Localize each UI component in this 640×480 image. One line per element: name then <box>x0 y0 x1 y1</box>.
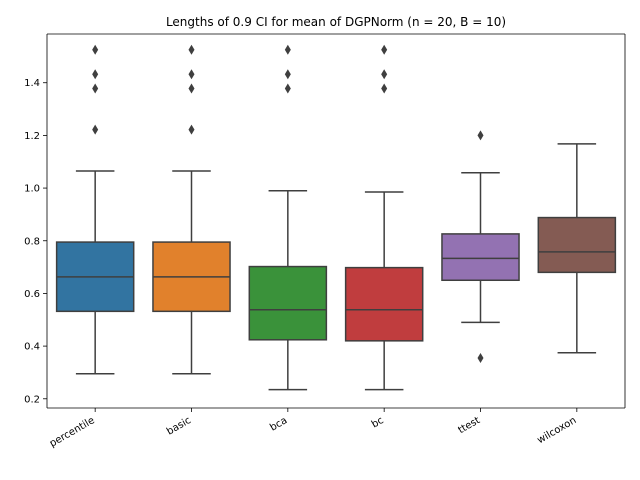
box-iqr <box>441 233 520 282</box>
outlier-point <box>381 69 388 80</box>
outlier-point <box>284 69 291 80</box>
box-group-basic <box>152 44 231 375</box>
outlier-point <box>381 83 388 94</box>
outlier-point <box>92 44 99 55</box>
outlier-point <box>188 69 195 80</box>
y-tick-label: 1.4 <box>24 78 40 89</box>
x-tick-label: bc <box>370 415 386 430</box>
outlier-point <box>284 44 291 55</box>
x-tick-label: basic <box>165 415 193 438</box>
plot-area <box>55 44 617 391</box>
y-tick-label: 0.4 <box>24 342 40 353</box>
outlier-point <box>92 83 99 94</box>
outlier-point <box>92 124 99 135</box>
box-iqr <box>537 216 617 274</box>
box-iqr <box>344 266 424 342</box>
outlier-point <box>381 44 388 55</box>
x-tick-label: wilcoxon <box>535 415 578 446</box>
x-tick-label: ttest <box>456 415 482 436</box>
y-tick-label: 1.2 <box>24 131 40 142</box>
box-group-wilcoxon <box>537 143 617 354</box>
box-group-bca <box>248 44 328 391</box>
y-tick-label: 0.6 <box>24 289 40 300</box>
outlier-point <box>92 69 99 80</box>
outlier-point <box>477 352 484 363</box>
box-group-bc <box>344 44 424 391</box>
box-group-ttest <box>441 130 520 363</box>
outlier-point <box>188 44 195 55</box>
outlier-point <box>477 130 484 141</box>
outlier-point <box>284 83 291 94</box>
x-tick-label: bca <box>268 415 289 434</box>
chart-title: Lengths of 0.9 CI for mean of DGPNorm (n… <box>166 15 506 29</box>
box-iqr <box>248 265 328 341</box>
outlier-point <box>188 124 195 135</box>
x-tick-label: percentile <box>48 415 97 450</box>
box-group-percentile <box>55 44 135 375</box>
y-tick-label: 1.0 <box>24 184 40 195</box>
y-tick-label: 0.2 <box>24 394 40 405</box>
y-tick-label: 0.8 <box>24 236 40 247</box>
outlier-point <box>188 83 195 94</box>
